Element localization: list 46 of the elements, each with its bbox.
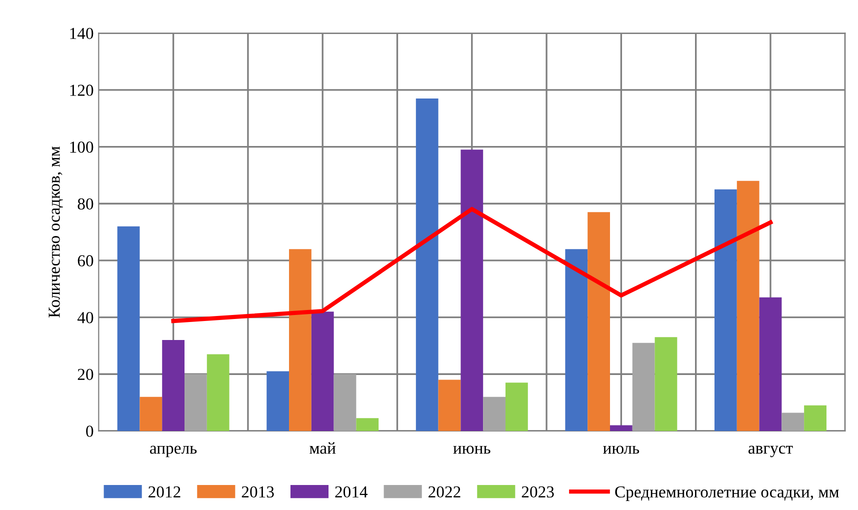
y-axis-title: Количество осадков, мм [48,146,63,318]
x-tick-label: июнь [453,446,490,454]
bar [438,380,461,431]
y-tick-label: 40 [77,312,94,324]
y-tick-label: 20 [78,368,94,380]
legend-label: 2014 [335,486,368,498]
bar [266,371,290,431]
legend-label: 2012 [148,486,180,498]
bar [117,226,140,431]
bar [632,342,655,431]
bar [206,354,230,431]
bar [782,412,804,431]
bar [162,340,185,431]
bar [804,405,826,431]
bar [610,425,632,431]
y-tick-label: 80 [78,198,94,210]
bar [356,418,379,431]
bar [565,249,588,431]
y-tick-label: 0 [86,426,94,437]
bar [460,150,484,431]
line-series [171,206,773,324]
y-tick-label: 120 [70,84,94,96]
bar [736,180,760,431]
y-tick-label: 100 [70,142,94,153]
bar [588,212,610,431]
bar [334,374,356,431]
x-tick-label: май [310,442,336,454]
x-tick-label: апрель [150,446,197,458]
x-tick-label: июль [603,446,640,454]
legend-label: 2023 [522,486,554,498]
y-tick-label: 140 [70,28,94,40]
bar [311,312,334,431]
bar [184,374,207,431]
y-tick-label: 60 [78,255,94,266]
bar [416,98,438,431]
legend-label: 2013 [242,486,274,498]
bar [654,337,678,431]
legend-label: Среднемноголетние осадки, мм [615,486,839,501]
bar [289,249,312,431]
bar [714,189,737,431]
x-tick-label: август [748,446,793,458]
bar [505,382,528,431]
bar [483,396,506,431]
bar [140,396,162,431]
legend-label: 2022 [428,486,460,498]
bar [759,297,782,431]
